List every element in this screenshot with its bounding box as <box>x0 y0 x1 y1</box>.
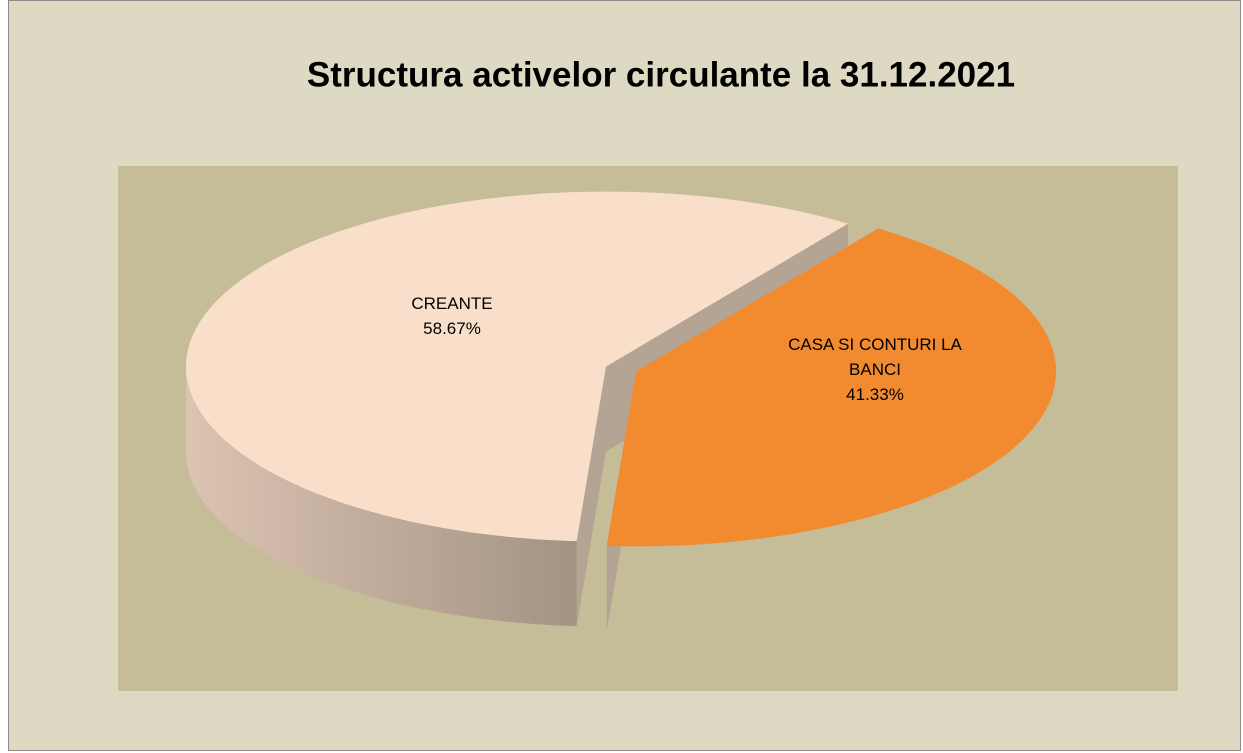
slice-wall <box>576 366 606 627</box>
pie-slice <box>606 228 1057 547</box>
pie-slice <box>185 191 849 542</box>
value-label: 41.33% <box>846 384 904 404</box>
slice-rim <box>185 366 577 627</box>
value-label: 58.67% <box>423 319 481 338</box>
data-label: CASA SI CONTURI LA BANCI 41.33% <box>775 332 975 407</box>
chart-frame: Structura activelor circulante la 31.12.… <box>8 0 1241 751</box>
chart: Structura activelor circulante la 31.12.… <box>118 55 1178 691</box>
category-label: CREANTE <box>411 294 493 313</box>
data-label: CREANTE 58.67% <box>352 291 552 341</box>
chart-title: Structura activelor circulante la 31.12.… <box>307 55 1015 94</box>
category-label: CASA SI CONTURI LA BANCI <box>788 334 962 379</box>
